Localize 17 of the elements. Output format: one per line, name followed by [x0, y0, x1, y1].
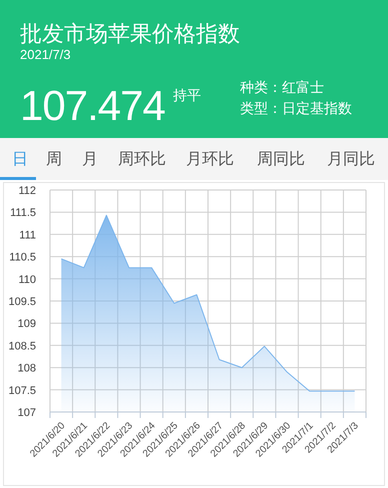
y-tick-label: 111.5 — [10, 207, 36, 220]
y-tick-label: 107.5 — [8, 384, 36, 397]
y-tick-label: 108 — [18, 362, 36, 375]
title: 批发市场苹果价格指数 — [20, 20, 240, 48]
subtitle: 2021/7/3 — [20, 47, 71, 62]
y-tick-label: 110 — [18, 274, 36, 286]
y-tick-label: 112 — [18, 185, 36, 197]
annotation: 107.474 — [20, 82, 165, 130]
y-tick-label: 108.5 — [8, 340, 36, 352]
y-tick-label: 110.5 — [9, 252, 36, 264]
y-tick-label: 107 — [18, 407, 36, 419]
annotation: 类型：日定基指数 — [240, 100, 352, 118]
y-tick-label: 109 — [18, 318, 36, 330]
y-tick-label: 109.5 — [8, 296, 36, 308]
y-tick-label: 111 — [19, 229, 36, 242]
annotation: 种类：红富士 — [240, 79, 324, 97]
annotation: 持平 — [173, 87, 201, 105]
